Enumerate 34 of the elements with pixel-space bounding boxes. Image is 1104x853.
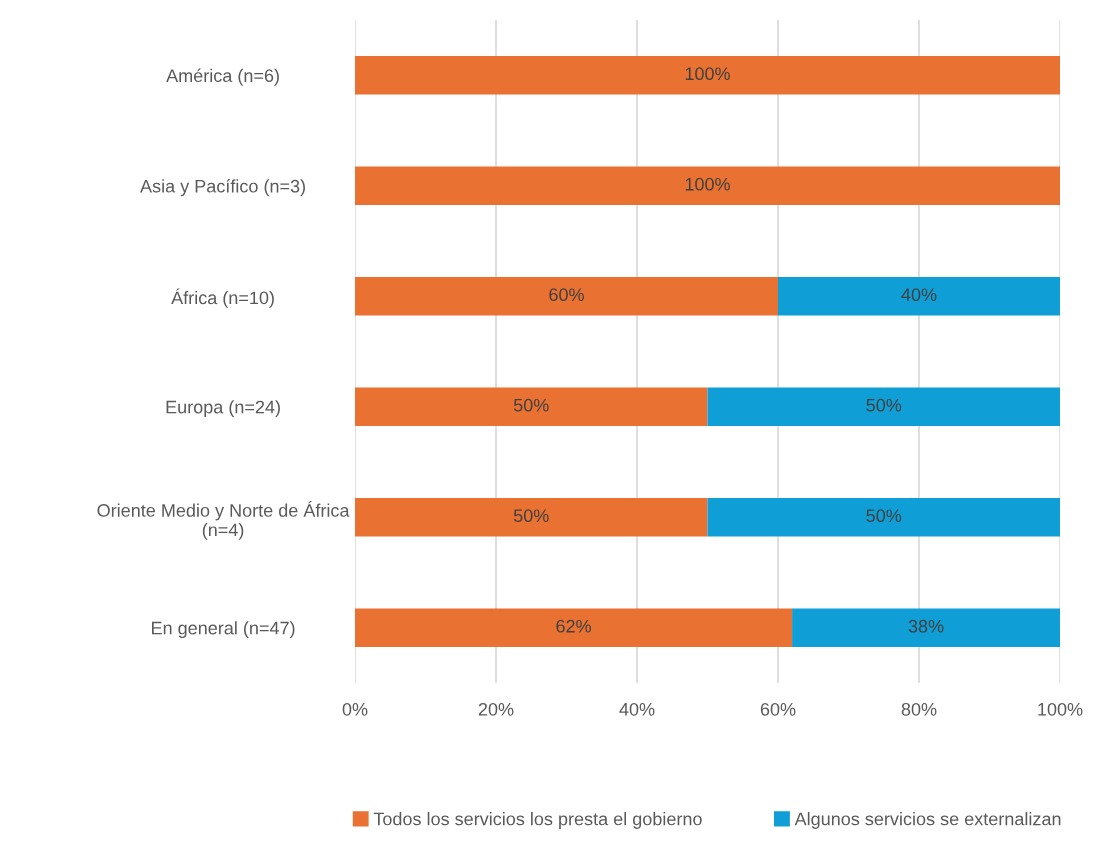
data-label: 100% — [685, 67, 730, 81]
y-tick-label: África (n=10) — [171, 288, 274, 308]
bar — [355, 166, 1060, 206]
legend-label: Algunos servicios se externalizan — [794, 812, 1061, 829]
y-tick-label: Asia y Pacífico (n=3) — [140, 179, 305, 197]
data-label: 50% — [866, 398, 902, 412]
bar — [707, 497, 1060, 537]
data-label: 62% — [556, 619, 591, 633]
x-tick-label: 100% — [1038, 702, 1083, 716]
bar — [355, 387, 708, 427]
x-tick-label: 60% — [760, 702, 796, 716]
y-tick-label: América (n=6) — [166, 68, 279, 86]
data-label: 50% — [513, 509, 549, 523]
bar — [792, 608, 1060, 648]
data-label: 50% — [513, 398, 549, 412]
data-label: 40% — [901, 288, 937, 302]
y-tick-label: Oriente Medio y Norte de África (n=4) — [97, 501, 350, 540]
x-tick-label: 40% — [619, 702, 655, 716]
legend-label: Todos los servicios los presta el gobierno — [373, 812, 702, 829]
x-tick-label: 0% — [342, 702, 368, 716]
y-tick-label: Europa (n=24) — [166, 400, 280, 418]
bar — [355, 276, 778, 316]
bar — [778, 276, 1060, 316]
x-tick-label: 80% — [901, 702, 937, 716]
data-label: 100% — [685, 177, 730, 191]
y-tick-label: En general (n=47) — [152, 621, 295, 639]
bar — [355, 55, 1060, 95]
bar — [355, 497, 708, 537]
data-label: 60% — [549, 288, 584, 302]
x-tick-label: 20% — [478, 702, 514, 716]
bar — [707, 387, 1060, 427]
bar — [355, 608, 793, 648]
data-label: 50% — [866, 509, 902, 523]
data-label: 38% — [908, 619, 944, 633]
